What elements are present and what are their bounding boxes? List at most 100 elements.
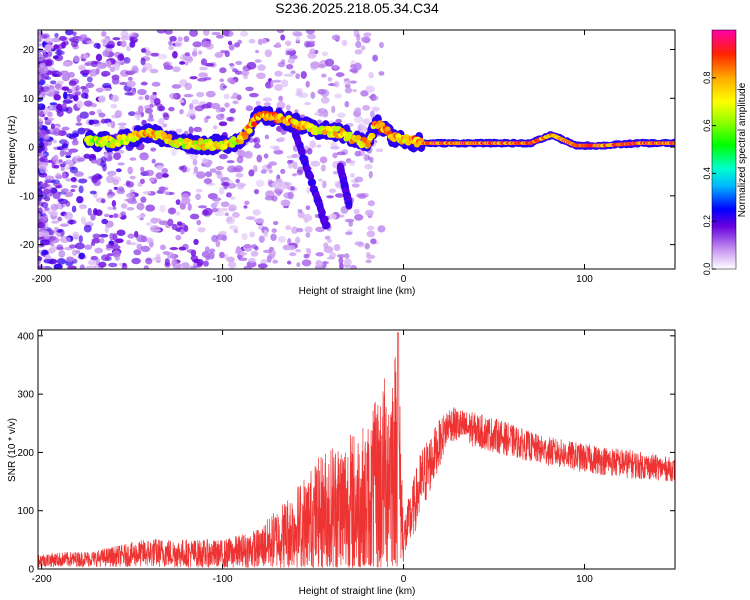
noise-blob: [71, 130, 79, 138]
noise-blob: [106, 60, 112, 68]
noise-blob: [44, 116, 49, 120]
noise-blob: [331, 105, 336, 114]
noise-blob: [89, 190, 97, 195]
noise-blob: [149, 177, 155, 182]
noise-blob: [211, 234, 219, 243]
noise-blob: [315, 260, 323, 267]
noise-blob: [56, 232, 62, 237]
noise-blob: [136, 202, 145, 211]
noise-blob: [84, 62, 92, 67]
noise-blob: [227, 165, 237, 173]
noise-blob: [53, 263, 63, 269]
noise-blob: [72, 31, 77, 37]
snr-panel: -200 -100 0 100 0 100 200 300 400 Height of str…: [7, 329, 676, 597]
noise-blob: [110, 94, 119, 102]
noise-blob: [228, 261, 237, 269]
noise-blob: [112, 37, 121, 41]
noise-blob: [214, 52, 224, 59]
noise-blob: [228, 43, 235, 51]
noise-blob: [300, 71, 307, 79]
noise-blob: [145, 257, 153, 265]
noise-blob: [85, 82, 95, 89]
noise-blob: [150, 217, 159, 224]
noise-blob: [279, 181, 290, 190]
snr-y-axis-label: SNR (10 * v/v): [7, 418, 18, 482]
noise-blob: [263, 229, 269, 238]
noise-blob: [56, 80, 64, 85]
noise-blob: [253, 143, 261, 149]
noise-blob: [99, 237, 105, 244]
noise-blob: [295, 87, 303, 94]
noise-blob: [218, 251, 225, 259]
noise-blob: [64, 191, 74, 198]
noise-blob: [67, 265, 77, 269]
noise-blob: [232, 100, 239, 105]
noise-blob: [100, 70, 111, 77]
noise-blob: [212, 125, 218, 130]
noise-blob: [334, 93, 343, 99]
noise-blob: [113, 152, 122, 161]
noise-blob: [150, 52, 160, 57]
noise-blob: [38, 66, 49, 75]
noise-blob: [258, 235, 265, 243]
noise-blob: [271, 228, 277, 233]
noise-blob: [123, 57, 131, 64]
noise-blob: [335, 72, 345, 77]
noise-blob: [119, 81, 128, 86]
noise-blob: [225, 192, 232, 198]
noise-blob: [118, 262, 123, 266]
noise-blob: [83, 153, 91, 159]
noise-blob: [60, 163, 66, 168]
noise-blob: [252, 138, 258, 143]
noise-blob: [344, 218, 355, 223]
noise-blob: [101, 218, 109, 225]
noise-blob: [353, 208, 360, 215]
noise-blob: [56, 109, 64, 117]
noise-blob: [224, 50, 230, 58]
noise-blob: [297, 211, 305, 219]
colorbar-tick-label: 0.6: [702, 119, 712, 132]
noise-blob: [184, 52, 191, 57]
noise-blob: [71, 205, 77, 213]
noise-blob: [227, 40, 233, 46]
noise-blob: [252, 209, 261, 216]
noise-blob: [254, 59, 262, 63]
colorbar-tick-label: 0.2: [702, 215, 712, 228]
noise-blob: [195, 171, 206, 179]
noise-blob: [139, 152, 149, 161]
noise-blob: [288, 252, 297, 257]
snr-x-axis-label: Height of straight line (km): [299, 586, 416, 597]
noise-blob: [239, 251, 248, 256]
noise-blob: [96, 62, 102, 71]
noise-blob: [262, 249, 273, 254]
noise-blob: [52, 73, 60, 78]
noise-blob: [140, 235, 148, 243]
noise-blob: [145, 222, 152, 226]
noise-blob: [208, 251, 215, 260]
noise-blob: [257, 38, 263, 46]
noise-blob: [201, 251, 211, 258]
noise-blob: [71, 85, 76, 93]
noise-blob: [189, 30, 199, 37]
noise-blob: [76, 195, 84, 204]
x-tick-label: 100: [576, 574, 593, 585]
noise-blob: [368, 170, 373, 179]
noise-blob: [62, 71, 68, 77]
noise-blob: [375, 148, 384, 153]
noise-blob: [52, 139, 57, 144]
noise-blob: [235, 178, 240, 184]
noise-blob: [290, 70, 296, 75]
noise-blob: [126, 45, 131, 52]
noise-blob: [85, 265, 96, 269]
x-tick-label: -200: [32, 574, 52, 585]
noise-blob: [277, 61, 286, 68]
noise-blob: [215, 170, 222, 175]
noise-blob: [338, 256, 344, 265]
noise-blob: [219, 207, 229, 212]
noise-blob: [61, 126, 70, 131]
noise-blob: [183, 93, 194, 98]
noise-blob: [218, 230, 227, 236]
noise-blob: [318, 108, 327, 114]
noise-blob: [219, 83, 226, 91]
noise-blob: [191, 99, 199, 105]
